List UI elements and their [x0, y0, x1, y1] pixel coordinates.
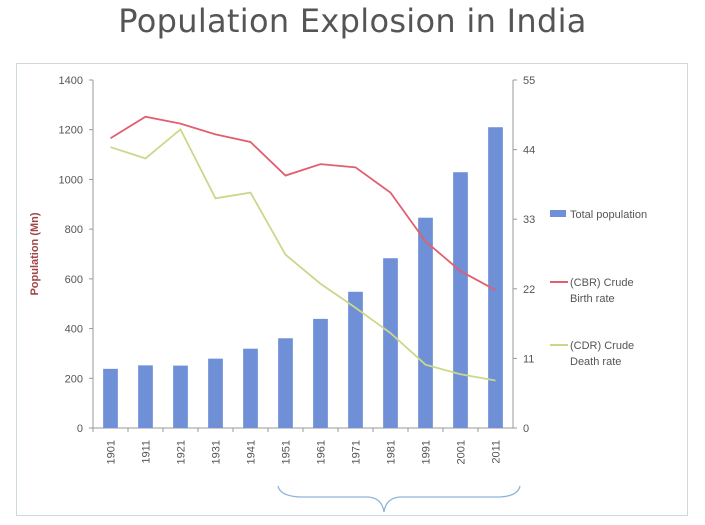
y-right-tick-label: 0: [523, 423, 529, 435]
legend-swatch: [550, 210, 566, 217]
population-bar: [453, 172, 468, 428]
bar-series: [103, 127, 503, 428]
y-left-tick-label: 1000: [59, 174, 83, 186]
population-bar: [138, 365, 153, 428]
population-bar: [243, 348, 258, 428]
population-bar: [348, 291, 363, 428]
y-right-tick-label: 33: [523, 214, 535, 226]
population-bar: [208, 358, 223, 428]
chart-legend: Total population (CBR) Crude Birth rate (CD…: [550, 209, 647, 368]
legend-entry: (CDR) Crude Death rate: [550, 340, 634, 368]
population-bar: [418, 217, 433, 428]
birth-rate-line: [110, 115, 496, 291]
chart-frame: [16, 63, 688, 516]
x-tick-label: 1991: [421, 440, 433, 464]
legend-entry: Total population: [550, 209, 647, 221]
x-tick-label: 1951: [281, 440, 293, 464]
y-left-tick-label: 400: [65, 324, 83, 336]
x-tick-label: 2001: [456, 440, 468, 464]
y-right-tick-label: 11: [523, 353, 534, 365]
y-axis-title: Population (Mn): [29, 212, 41, 295]
legend-label: (CDR) Crude Death rate: [570, 340, 634, 368]
y-right-tick-label: 55: [523, 75, 535, 87]
population-bar: [488, 127, 503, 428]
line-series: [110, 115, 496, 382]
population-bar: [313, 318, 328, 428]
x-tick-label: 1911: [141, 440, 153, 464]
y-left-tick-label: 1400: [59, 75, 83, 87]
x-tick-label: 1931: [211, 440, 223, 464]
y-left-tick-label: 600: [65, 274, 83, 286]
x-tick-label: 2011: [491, 440, 503, 464]
bracket-annotation: [277, 485, 521, 513]
y-right-tick-label: 44: [523, 145, 535, 157]
x-tick-label: 1981: [386, 440, 398, 464]
legend-label: Total population: [570, 209, 647, 221]
x-tick-label: 1971: [351, 440, 363, 464]
death-rate-line: [110, 127, 496, 382]
y-left-tick-label: 0: [77, 423, 83, 435]
x-tick-label: 1961: [316, 440, 328, 464]
chart-axes: 0 200 400 600 800 1000 1200 1400 0 11 22 33 44 55 1901…: [29, 75, 535, 464]
legend-label: (CBR) Crude Birth rate: [570, 277, 634, 305]
y-left-tick-label: 1200: [59, 125, 83, 137]
population-bar: [278, 338, 293, 428]
x-tick-label: 1901: [106, 440, 118, 464]
population-bar: [103, 368, 118, 428]
x-tick-label: 1921: [176, 440, 188, 464]
population-bar: [173, 365, 188, 428]
population-bar: [383, 258, 398, 428]
y-right-tick-label: 22: [523, 284, 535, 296]
y-left-tick-label: 200: [65, 373, 83, 385]
slide-title: Population Explosion in India: [118, 2, 587, 40]
legend-entry: (CBR) Crude Birth rate: [550, 277, 634, 305]
x-tick-label: 1941: [246, 440, 258, 464]
y-left-tick-label: 800: [65, 224, 83, 236]
